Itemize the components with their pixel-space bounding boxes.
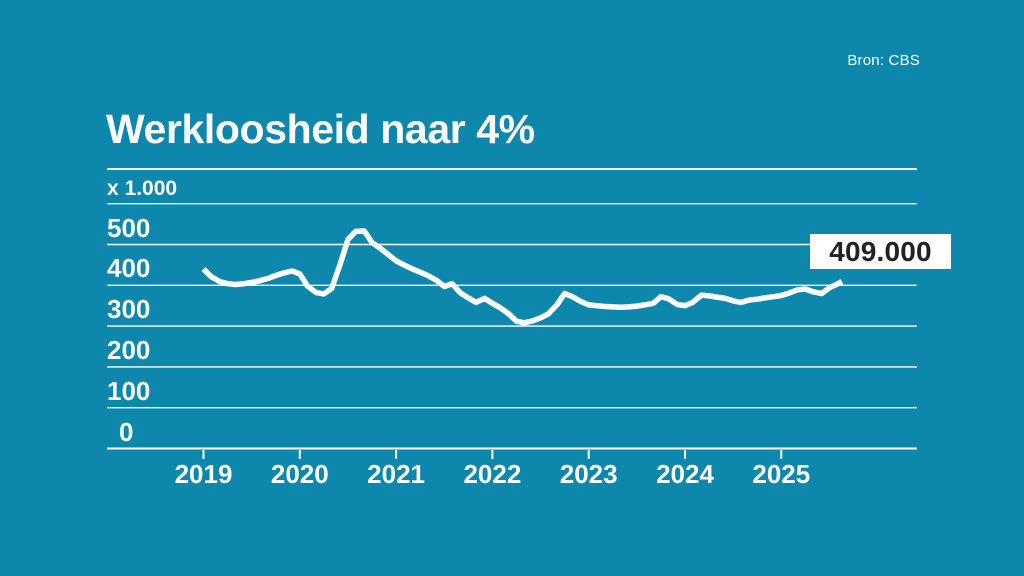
value-callout: 409.000 (810, 234, 951, 269)
value-callout-label: 409.000 (829, 235, 932, 267)
y-axis-label-400: 400 (107, 253, 151, 284)
x-axis-label-2020: 2020 (270, 459, 329, 489)
x-axis-label-2025: 2025 (752, 459, 811, 489)
x-axis-label-2019: 2019 (174, 459, 233, 489)
unit-label: x 1.000 (107, 177, 178, 200)
x-axis-label-2021: 2021 (367, 459, 426, 489)
source-label: Bron: CBS (847, 52, 920, 69)
y-axis-label-300: 300 (107, 294, 151, 325)
x-axis-label-2022: 2022 (463, 459, 522, 489)
x-axis-label-2024: 2024 (656, 459, 714, 489)
y-axis-label-0: 0 (119, 416, 134, 447)
y-axis-label-200: 200 (107, 334, 151, 365)
unemployment-line (201, 228, 844, 326)
y-axis-label-500: 500 (107, 212, 151, 243)
y-axis-label-100: 100 (107, 375, 151, 406)
x-axis-label-2023: 2023 (559, 459, 618, 489)
chart-title: Werkloosheid naar 4% (106, 106, 535, 152)
